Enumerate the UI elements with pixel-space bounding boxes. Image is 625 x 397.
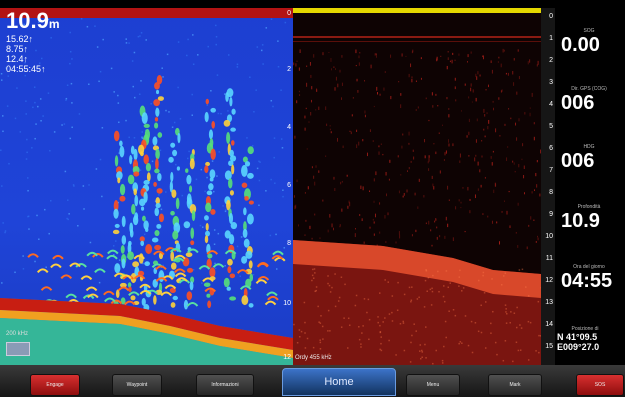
- engage-button[interactable]: Engage: [30, 374, 80, 396]
- zoom-window-button[interactable]: [6, 342, 30, 356]
- field-label: Ora del giorno: [573, 264, 605, 270]
- sonar-echo-image-right: [293, 36, 542, 365]
- field-label: Posizione di: [571, 326, 599, 332]
- info-line: 8.75↑: [6, 44, 29, 54]
- range-label: Ordy 455 kHz: [295, 355, 332, 361]
- scale-label: 0: [549, 13, 553, 20]
- info-lines: 15.62↑ 8.75↑ 12.4↑ 04:55:45↑: [6, 34, 46, 74]
- sonar-echo-image-left: [0, 18, 293, 365]
- left-panel-top-bar: [0, 8, 293, 18]
- mark-button[interactable]: Mark: [488, 374, 542, 396]
- position-latitude: N 41°09.5: [557, 332, 598, 342]
- sonar-panel-left[interactable]: 10.9m 15.62↑ 8.75↑ 12.4↑ 04:55:45↑ 0 2 4…: [0, 8, 293, 365]
- scale-label: 8: [287, 240, 291, 247]
- scale-label: 12: [283, 354, 291, 361]
- scale-label: 4: [549, 101, 553, 108]
- info-line: 12.4↑: [6, 54, 29, 64]
- scale-label: 8: [549, 189, 553, 196]
- scale-label: 5: [549, 123, 553, 130]
- scale-label: 11: [545, 255, 553, 262]
- home-button[interactable]: Home: [282, 368, 396, 396]
- info-line: 04:55:45↑: [6, 64, 46, 74]
- scale-label: 3: [549, 79, 553, 86]
- scale-label: 12: [545, 277, 553, 284]
- field-depth[interactable]: Profondità 10.9: [561, 204, 625, 233]
- sonar-panel-right[interactable]: 0 1 2 3 4 5 6 7 8 9 10 11 12 13 14 15 Or…: [293, 8, 555, 365]
- depth-unit: m: [48, 17, 60, 31]
- scale-label: 9: [549, 211, 553, 218]
- scale-label: 10: [545, 233, 553, 240]
- field-value: 006: [561, 92, 595, 114]
- position-longitude: E009°27.0: [557, 342, 600, 352]
- field-label: HDG: [583, 144, 595, 150]
- waypoint-button[interactable]: Waypoint: [112, 374, 162, 396]
- scale-label: 1: [549, 35, 553, 42]
- field-time-of-day[interactable]: Ora del giorno 04:55: [561, 264, 625, 293]
- bottom-toolbar: Engage Waypoint Informazioni Home Menu M…: [0, 365, 625, 397]
- scale-label: 4: [287, 124, 291, 131]
- scale-label: 13: [545, 299, 553, 306]
- menu-button[interactable]: Menu: [406, 374, 460, 396]
- scale-label: 10: [283, 300, 291, 307]
- field-label: SOG: [583, 28, 595, 34]
- field-label: Profondità: [577, 204, 601, 210]
- scale-label: 15: [545, 343, 553, 350]
- field-cog[interactable]: Dir. GPS (COG) 006: [561, 86, 625, 115]
- scale-label: 14: [545, 321, 553, 328]
- sos-button[interactable]: SOS: [576, 374, 624, 396]
- depth-value: 10.9: [6, 8, 49, 33]
- scale-label: 6: [287, 182, 291, 189]
- scale-label: 7: [549, 167, 553, 174]
- scale-label: 2: [287, 66, 291, 73]
- scale-label: 0: [287, 10, 291, 17]
- field-value: 04:55: [561, 270, 613, 292]
- field-sog[interactable]: SOG 0.00: [561, 28, 625, 57]
- scale-label: 2: [549, 57, 553, 64]
- depth-readout: 10.9m: [6, 10, 60, 35]
- data-sidebar: SOG 0.00 Dir. GPS (COG) 006 HDG 006 Prof…: [555, 8, 625, 365]
- frequency-label: 200 kHz: [6, 331, 29, 337]
- field-value: 10.9: [561, 210, 600, 232]
- field-label: Dir. GPS (COG): [571, 86, 607, 92]
- info-line: 15.62↑: [6, 34, 34, 44]
- right-depth-scale: 0 1 2 3 4 5 6 7 8 9 10 11 12 13 14 15: [541, 8, 555, 365]
- field-position[interactable]: Posizione di N 41°09.5 E009°27.0: [557, 326, 625, 352]
- field-hdg[interactable]: HDG 006: [561, 144, 625, 173]
- left-depth-scale: 0 2 4 6 8 10 12: [281, 8, 291, 365]
- scale-label: 6: [549, 145, 553, 152]
- field-value: 006: [561, 150, 595, 172]
- right-panel-top-bar: [293, 8, 555, 13]
- field-value: 0.00: [561, 34, 600, 56]
- info-button[interactable]: Informazioni: [196, 374, 254, 396]
